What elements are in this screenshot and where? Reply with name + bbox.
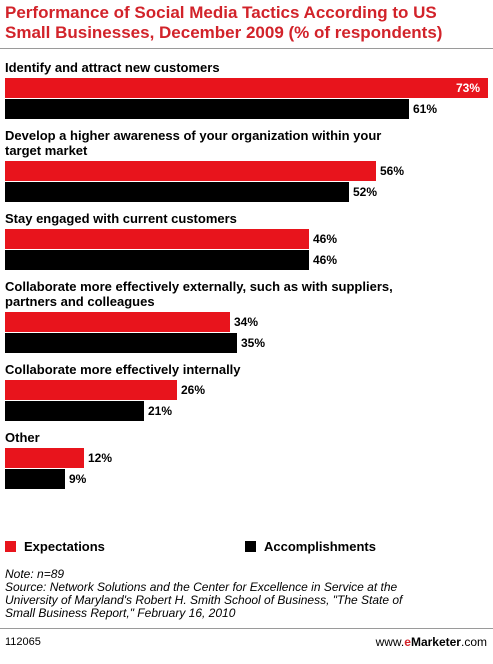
source-line-1: Source: Network Solutions and the Center… (5, 580, 398, 594)
value-label: 26% (181, 383, 206, 397)
chart-title: Performance of Social Media Tactics Acco… (5, 3, 490, 43)
chart-title-line-2: Small Businesses, December 2009 (% of re… (5, 23, 443, 42)
brand-prefix: www. (375, 635, 405, 649)
category-label: Develop a higher awareness of your organ… (5, 128, 490, 158)
emarketer-brand: www.eMarketer.com (376, 635, 487, 649)
legend-item-accomplishments: Accomplishments (245, 539, 376, 554)
title-divider (0, 48, 493, 49)
value-label: 9% (69, 472, 87, 486)
category-label-line: Other (5, 430, 40, 445)
brand-suffix: .com (460, 635, 487, 649)
category-label-line: Collaborate more effectively internally (5, 362, 241, 377)
category-label: Identify and attract new customers (5, 60, 490, 75)
notes-block: Note: n=89 Source: Network Solutions and… (5, 568, 490, 620)
legend-item-expectations: Expectations (5, 539, 105, 554)
category-label-line: target market (5, 143, 88, 158)
value-label: 73% (456, 81, 481, 95)
value-label: 52% (353, 185, 378, 199)
value-label: 12% (88, 451, 113, 465)
source-line-2: University of Maryland's Robert H. Smith… (5, 593, 403, 607)
bar-accomplishments (5, 469, 65, 489)
value-label: 34% (234, 315, 259, 329)
value-label: 35% (241, 336, 266, 350)
bar-chart: Identify and attract new customers 73% 61%… (0, 50, 493, 560)
legend: Expectations Accomplishments (0, 539, 493, 557)
category-label-line: Stay engaged with current customers (5, 211, 237, 226)
category-label-line: Identify and attract new customers (5, 60, 220, 75)
footer-divider (0, 628, 493, 629)
category-label: Stay engaged with current customers (5, 211, 490, 226)
brand-e: e (404, 635, 411, 649)
category-label-line: Collaborate more effectively externally,… (5, 279, 393, 294)
value-label: 61% (413, 102, 438, 116)
bar-accomplishments (5, 401, 144, 421)
bar-accomplishments (5, 250, 309, 270)
value-label: 46% (313, 232, 338, 246)
brand-name: Marketer (410, 635, 461, 649)
category-label-line: partners and colleagues (5, 294, 155, 309)
legend-swatch-expectations (5, 541, 16, 552)
category-label: Collaborate more effectively internally (5, 362, 490, 377)
value-label: 21% (148, 404, 173, 418)
category-label: Collaborate more effectively externally,… (5, 279, 490, 309)
category-label-line: Develop a higher awareness of your organ… (5, 128, 382, 143)
legend-label-expectations: Expectations (24, 539, 105, 554)
category-label: Other (5, 430, 490, 445)
bar-expectations (5, 161, 376, 181)
value-label: 46% (313, 253, 338, 267)
chart-title-line-1: Performance of Social Media Tactics Acco… (5, 3, 437, 22)
bar-accomplishments (5, 333, 237, 353)
source-line-3: Small Business Report," February 16, 201… (5, 606, 236, 620)
chart-id: 112065 (5, 636, 41, 648)
bar-expectations (5, 380, 177, 400)
bar-accomplishments (5, 99, 409, 119)
bar-expectations (5, 448, 84, 468)
value-label: 56% (380, 164, 405, 178)
legend-label-accomplishments: Accomplishments (264, 539, 376, 554)
legend-swatch-accomplishments (245, 541, 256, 552)
bar-accomplishments (5, 182, 349, 202)
bar-expectations (5, 312, 230, 332)
bar-expectations (5, 229, 309, 249)
note-sample-size: Note: n=89 (5, 567, 65, 581)
bar-expectations (5, 78, 488, 98)
